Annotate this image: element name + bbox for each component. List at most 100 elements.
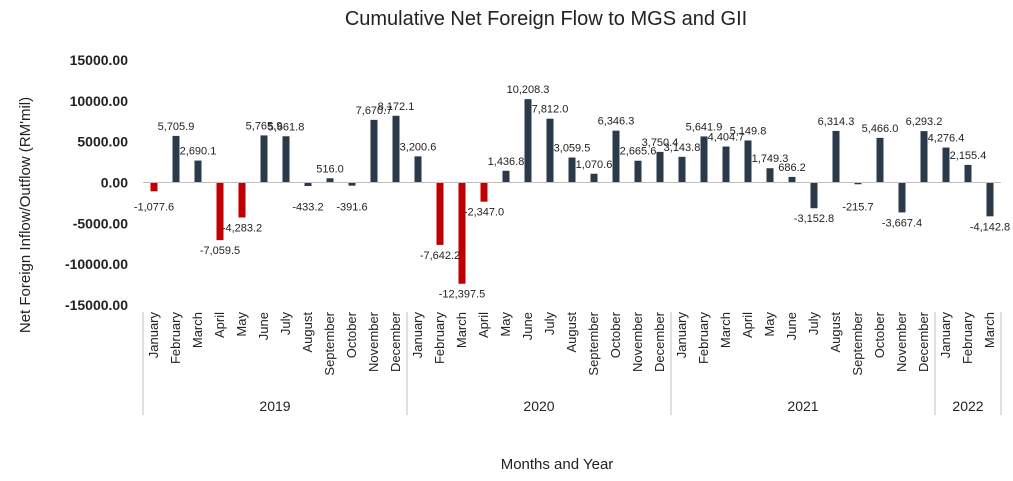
data-label: -7,059.5 [200,245,240,257]
data-label: 4,276.4 [928,133,965,145]
bar [766,168,774,183]
data-label: 6,314.3 [818,116,855,128]
data-label: 1,749.3 [752,153,789,165]
month-tick-label: April [212,312,227,338]
data-label: 8,172.1 [378,101,415,113]
month-tick-label: August [564,312,579,353]
x-axis-label: Months and Year [501,456,614,473]
y-tick-label: -10000.00 [65,256,128,272]
y-axis-ticks: 15000.00 10000.00 5000.00 0.00 -5000.00 -1000… [65,52,128,313]
month-tick-label: March [718,312,733,348]
month-tick-label: March [982,312,997,348]
data-label: 7,812.0 [532,104,569,116]
bar [260,135,268,183]
y-axis-label: Net Foreign Inflow/Outflow (RM'mil) [17,97,34,333]
data-label: -3,667.4 [882,217,922,229]
bar [590,173,598,183]
bar [392,115,400,183]
data-label: 5,149.8 [730,125,767,137]
data-label: 4,404.7 [708,132,745,144]
bar [568,157,576,183]
data-label: 3,200.6 [400,141,437,153]
month-tick-label: November [630,311,645,372]
y-tick-label: -5000.00 [73,215,128,231]
bar [876,137,884,183]
data-label: -2,347.0 [464,207,504,219]
data-label: 516.0 [316,163,344,175]
month-tick-label: August [828,312,843,353]
data-label: 5,661.8 [268,121,305,133]
y-tick-label: 15000.00 [70,52,129,68]
bar [326,178,334,183]
month-tick-label: August [300,312,315,353]
data-label: -7,642.2 [420,250,460,262]
bar [370,119,378,183]
bar [150,182,158,192]
x-axis: January February March April May June July Augu… [142,182,1002,415]
data-label: -4,283.2 [222,222,262,234]
y-tick-label: -15000.00 [65,297,128,313]
bar [194,160,202,183]
bar [172,135,180,183]
bar [920,131,928,183]
bar [348,182,356,186]
bars-group [150,99,994,284]
month-tick-label: February [432,312,447,365]
month-tick-label: December [916,311,931,372]
bar [480,182,488,202]
bar [854,182,862,185]
bar [942,147,950,183]
data-label: 1,436.8 [488,156,525,168]
bar [436,182,444,245]
data-label: 2,690.1 [180,146,217,158]
data-labels-group: -1,077.6 5,705.9 2,690.1 -7,059.5 -4,283.2 5,… [134,84,1010,301]
data-label: 5,641.9 [686,121,723,133]
data-label: 7,670.7 [356,105,393,117]
bar [282,136,290,183]
bar [458,182,466,284]
bar [810,182,818,209]
data-label: 3,059.5 [554,143,591,155]
month-tick-label: February [696,312,711,365]
month-tick-label: April [476,312,491,338]
bar [964,164,972,183]
y-tick-label: 0.00 [101,175,128,191]
month-tick-label: January [938,312,953,359]
month-tick-label: May [234,312,249,337]
month-tick-label: December [652,311,667,372]
month-tick-label: July [542,312,557,336]
year-label: 2019 [259,398,290,414]
month-tick-label: October [872,311,887,358]
data-label: 6,346.3 [598,116,635,128]
bar [986,182,994,217]
y-tick-label: 5000.00 [77,134,128,150]
month-tick-label: October [608,311,623,358]
month-tick-label: September [586,311,601,375]
month-tick-label: October [344,311,359,358]
bar [546,118,554,183]
bar [722,146,730,183]
bar [788,176,796,183]
month-tick-label: April [740,312,755,338]
month-tick-label: February [960,312,975,365]
month-tick-label: January [674,312,689,359]
data-label: 1,070.6 [576,159,613,171]
bar [678,156,686,183]
month-tick-label: November [894,311,909,372]
month-tick-label: May [498,312,513,337]
y-tick-label: 10000.00 [70,93,129,109]
data-label: 686.2 [778,162,806,174]
year-label: 2021 [787,398,818,414]
year-label: 2022 [952,398,983,414]
bar [634,160,642,183]
month-tick-label: June [256,312,271,340]
month-tick-label: February [168,312,183,365]
month-tick-label: September [322,311,337,375]
month-tick-label: March [454,312,469,348]
bar [304,182,312,187]
bar [700,136,708,183]
month-tick-label: November [366,311,381,372]
data-label: 5,765.9 [246,120,283,132]
month-tick-label: September [850,311,865,375]
